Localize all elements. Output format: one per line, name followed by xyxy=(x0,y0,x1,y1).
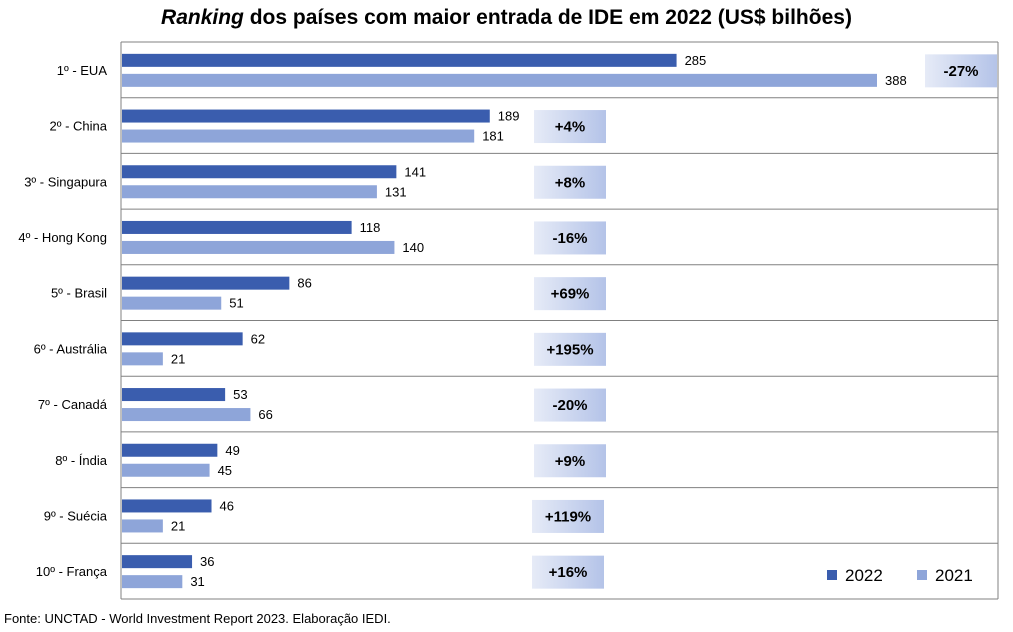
data-label-2022: 189 xyxy=(498,109,520,124)
data-label-2021: 181 xyxy=(482,129,504,144)
bar-2021 xyxy=(122,185,377,199)
data-label-2022: 53 xyxy=(233,387,247,402)
data-label-2021: 140 xyxy=(402,240,424,255)
change-label: +69% xyxy=(551,286,590,303)
category-label: 1º - EUA xyxy=(57,63,108,78)
bar-2022 xyxy=(122,220,352,234)
change-badge xyxy=(534,332,606,366)
bar-2022 xyxy=(122,443,218,457)
bar-2022 xyxy=(122,499,212,513)
change-badge xyxy=(925,54,997,88)
category-label: 2º - China xyxy=(50,119,108,134)
data-label-2022: 285 xyxy=(685,53,707,68)
category-label: 5º - Brasil xyxy=(51,286,107,301)
legend-label-2021: 2021 xyxy=(935,566,973,585)
data-label-2021: 21 xyxy=(171,351,185,366)
change-badge xyxy=(534,110,606,144)
category-label: 8º - Índia xyxy=(55,453,107,468)
data-label-2021: 31 xyxy=(190,574,204,589)
change-label: +119% xyxy=(545,508,591,525)
bar-2021 xyxy=(122,129,475,143)
change-label: -16% xyxy=(552,230,587,247)
bar-2022 xyxy=(122,332,243,346)
change-badge xyxy=(534,444,606,478)
data-label-2021: 51 xyxy=(229,296,243,311)
change-badge xyxy=(534,388,606,422)
category-label: 9º - Suécia xyxy=(44,508,108,523)
bar-2022 xyxy=(122,276,290,290)
data-label-2021: 131 xyxy=(385,184,407,199)
category-label: 4º - Hong Kong xyxy=(18,230,107,245)
legend-swatch-2021 xyxy=(917,570,927,580)
bar-2021 xyxy=(122,575,183,589)
change-badge xyxy=(532,555,604,589)
bar-2022 xyxy=(122,53,677,67)
bar-2022 xyxy=(122,165,397,179)
change-badge xyxy=(534,165,606,199)
bar-2021 xyxy=(122,519,163,533)
bar-2021 xyxy=(122,408,251,422)
change-label: +16% xyxy=(549,564,588,581)
data-label-2022: 141 xyxy=(404,164,426,179)
bar-2021 xyxy=(122,296,222,310)
data-label-2022: 46 xyxy=(220,498,234,513)
change-badge xyxy=(532,499,604,533)
category-label: 3º - Singapura xyxy=(24,174,108,189)
data-label-2021: 45 xyxy=(218,463,232,478)
change-badge xyxy=(534,277,606,311)
change-label: +195% xyxy=(546,341,593,358)
change-label: -27% xyxy=(943,63,978,80)
bar-2022 xyxy=(122,109,490,123)
data-label-2022: 36 xyxy=(200,554,214,569)
category-label: 6º - Austrália xyxy=(34,341,108,356)
chart-title: Ranking dos países com maior entrada de … xyxy=(0,6,1013,30)
bar-2021 xyxy=(122,352,163,366)
data-label-2022: 62 xyxy=(251,331,265,346)
bar-2022 xyxy=(122,555,193,569)
change-label: +4% xyxy=(555,119,585,136)
legend-swatch-2022 xyxy=(827,570,837,580)
legend-label-2022: 2022 xyxy=(845,566,883,585)
bar-2021 xyxy=(122,463,210,477)
data-label-2022: 86 xyxy=(297,276,311,291)
source-note: Fonte: UNCTAD - World Investment Report … xyxy=(4,611,391,626)
chart-title-rest: dos países com maior entrada de IDE em 2… xyxy=(243,6,852,29)
category-label: 7º - Canadá xyxy=(38,397,108,412)
data-label-2022: 118 xyxy=(360,220,381,235)
data-label-2021: 66 xyxy=(258,407,272,422)
data-label-2021: 21 xyxy=(171,518,185,533)
data-label-2022: 49 xyxy=(225,443,239,458)
bar-2022 xyxy=(122,388,226,402)
chart-title-italic: Ranking xyxy=(161,6,244,29)
bar-2021 xyxy=(122,73,877,87)
change-badge xyxy=(534,221,606,255)
change-label: -20% xyxy=(552,397,587,414)
change-label: +8% xyxy=(555,174,585,191)
category-label: 10º - França xyxy=(36,564,108,579)
bar-2021 xyxy=(122,240,395,254)
change-label: +9% xyxy=(555,453,585,470)
data-label-2021: 388 xyxy=(885,73,907,88)
